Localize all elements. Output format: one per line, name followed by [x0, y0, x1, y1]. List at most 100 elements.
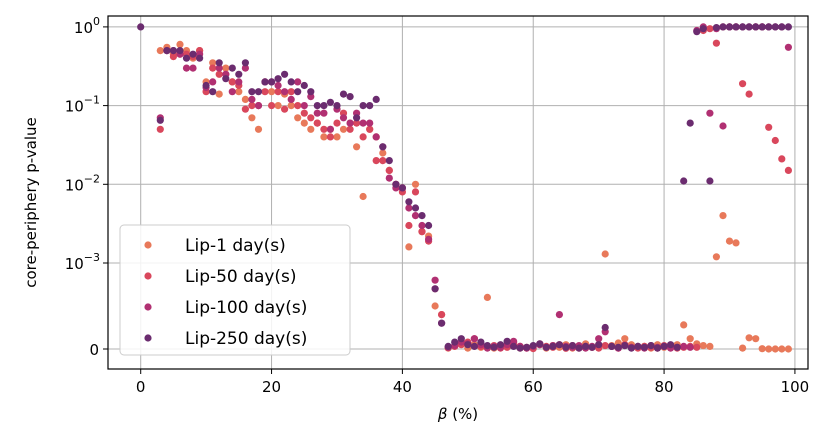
data-point [706, 342, 714, 350]
data-point [366, 119, 374, 127]
data-point [307, 114, 315, 122]
data-point [281, 70, 289, 78]
data-point [313, 102, 321, 110]
data-point [274, 81, 282, 90]
data-point [137, 23, 145, 31]
data-point [595, 341, 603, 349]
data-point [771, 23, 779, 31]
data-point [784, 345, 793, 353]
data-point [477, 338, 485, 346]
legend-marker [144, 303, 152, 311]
data-point [699, 342, 707, 350]
data-point [366, 102, 374, 110]
data-point [529, 342, 537, 350]
data-point [405, 204, 413, 212]
data-point [228, 64, 236, 72]
data-point [752, 335, 760, 343]
data-point [765, 123, 773, 131]
data-point [758, 23, 766, 31]
data-point [235, 78, 243, 86]
data-point [287, 102, 295, 110]
data-point [568, 342, 577, 350]
data-point [346, 119, 354, 127]
data-point [523, 343, 531, 351]
data-point [470, 342, 478, 350]
data-point [536, 340, 544, 348]
data-point [627, 344, 636, 352]
data-point [784, 23, 793, 31]
data-point [509, 342, 518, 350]
data-point [562, 343, 570, 351]
legend-label: Lip-250 day(s) [185, 329, 307, 349]
data-point [294, 102, 302, 110]
data-point [680, 177, 688, 185]
data-point [418, 228, 426, 236]
data-point [653, 344, 662, 352]
data-point [686, 119, 694, 127]
y-tick-label: 10−2 [65, 172, 100, 194]
data-point [320, 125, 328, 133]
data-point [372, 95, 380, 103]
data-point [706, 25, 714, 33]
data-point [549, 342, 557, 350]
data-point [248, 88, 256, 96]
legend-box [119, 224, 351, 356]
data-point [379, 143, 387, 151]
data-point [156, 47, 164, 55]
data-point [320, 109, 328, 117]
scatter-series [137, 23, 793, 353]
data-point [542, 343, 550, 351]
data-point [739, 80, 747, 88]
data-point [307, 88, 315, 96]
data-point [261, 88, 269, 96]
data-point [333, 102, 341, 110]
x-tick-label: 20 [262, 378, 281, 396]
data-point [169, 47, 177, 55]
data-point [202, 81, 210, 90]
data-point [189, 64, 197, 72]
data-point [706, 177, 714, 185]
data-point [739, 23, 747, 31]
data-point [326, 125, 334, 133]
data-point [254, 88, 263, 96]
data-point [313, 109, 321, 117]
data-point [333, 133, 341, 141]
data-point [320, 133, 328, 141]
data-point [680, 321, 688, 329]
data-point [411, 188, 420, 196]
data-point [366, 125, 374, 133]
data-point [457, 335, 465, 343]
data-point [503, 337, 511, 345]
data-point [294, 78, 302, 86]
data-point [699, 25, 707, 33]
data-point [765, 23, 773, 31]
data-point [425, 221, 433, 230]
data-point [359, 102, 367, 110]
data-point [575, 344, 583, 352]
legend-marker [144, 272, 152, 280]
data-point [359, 192, 367, 201]
data-point [274, 75, 282, 83]
data-point [784, 166, 793, 174]
series-4 [137, 23, 793, 352]
axis-ticks: 0 20 40 60 80 100 0 10−3 10−2 10−1 100 [65, 15, 810, 396]
data-point [379, 149, 387, 157]
legend: Lip-1 day(s) Lip-50 day(s) Lip-100 day(s) L… [119, 224, 351, 356]
data-point [372, 133, 380, 141]
data-point [209, 78, 217, 86]
data-point [411, 180, 420, 188]
data-point [778, 345, 786, 353]
data-point [346, 93, 354, 101]
data-point [392, 180, 400, 188]
data-point [268, 88, 276, 96]
data-point [608, 342, 616, 350]
data-point [431, 276, 439, 284]
data-point [372, 157, 380, 165]
data-point [765, 345, 773, 353]
data-point [326, 133, 334, 141]
data-point [719, 212, 727, 220]
data-point [163, 47, 171, 55]
data-point [274, 102, 282, 110]
data-point [693, 343, 701, 351]
data-point [320, 102, 328, 110]
